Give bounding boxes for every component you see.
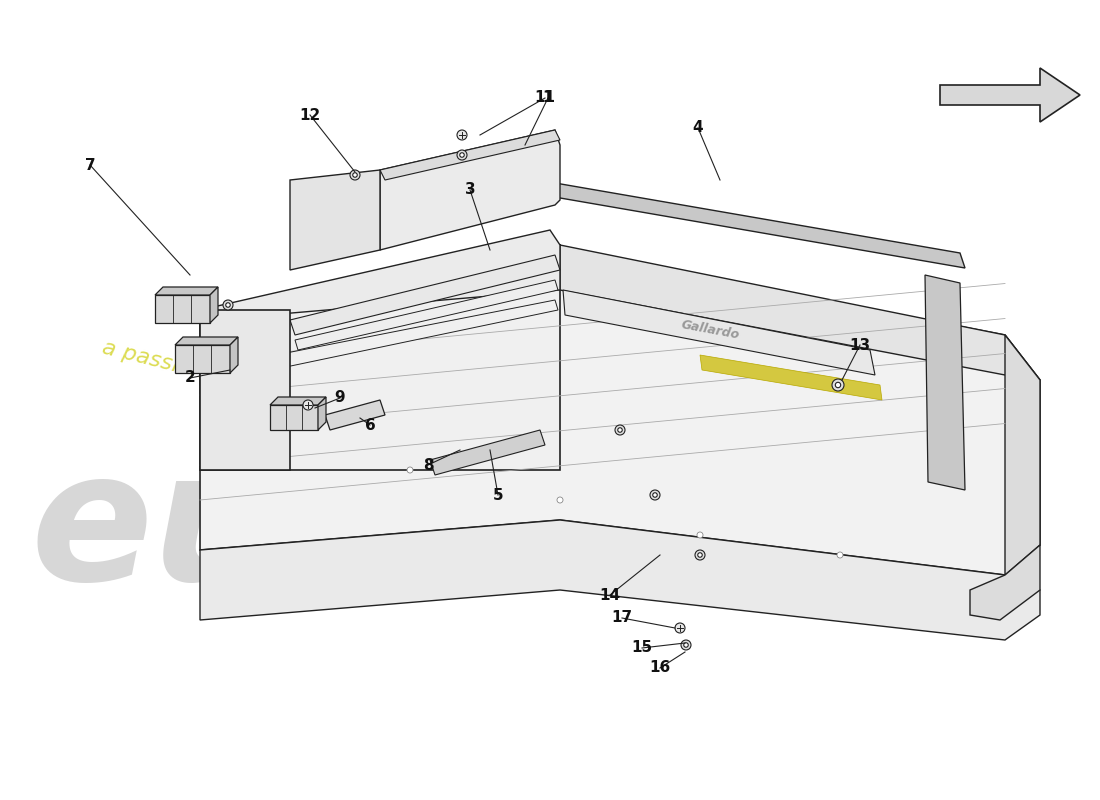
- Circle shape: [302, 400, 313, 410]
- Text: 4: 4: [693, 121, 703, 135]
- Polygon shape: [230, 337, 238, 373]
- Text: 15: 15: [631, 641, 652, 655]
- Circle shape: [652, 493, 658, 498]
- Polygon shape: [379, 130, 560, 250]
- Circle shape: [832, 379, 844, 391]
- Text: 16: 16: [649, 661, 671, 675]
- Circle shape: [675, 623, 685, 633]
- Text: 13: 13: [849, 338, 870, 353]
- Text: 5: 5: [493, 487, 504, 502]
- Polygon shape: [270, 405, 318, 430]
- Polygon shape: [200, 245, 1039, 575]
- Text: a passion for parts since 1985: a passion for parts since 1985: [100, 338, 431, 438]
- Text: 2: 2: [185, 370, 196, 386]
- Circle shape: [697, 553, 702, 558]
- Circle shape: [684, 642, 689, 647]
- Polygon shape: [318, 397, 326, 430]
- Polygon shape: [324, 400, 385, 430]
- Polygon shape: [563, 290, 874, 375]
- Circle shape: [835, 382, 840, 388]
- Polygon shape: [290, 170, 380, 270]
- Circle shape: [456, 130, 468, 140]
- Polygon shape: [379, 130, 560, 180]
- Polygon shape: [295, 280, 558, 350]
- Text: 1: 1: [542, 90, 553, 106]
- Text: carparts: carparts: [270, 418, 761, 518]
- Circle shape: [681, 640, 691, 650]
- Polygon shape: [430, 430, 544, 475]
- Polygon shape: [200, 310, 290, 470]
- Polygon shape: [175, 337, 238, 345]
- Circle shape: [407, 467, 412, 473]
- Text: 6: 6: [364, 418, 375, 433]
- Circle shape: [460, 153, 464, 158]
- Text: 8: 8: [422, 458, 433, 473]
- Polygon shape: [200, 245, 560, 470]
- Polygon shape: [925, 275, 965, 490]
- Text: 12: 12: [299, 107, 320, 122]
- Polygon shape: [200, 230, 560, 320]
- Circle shape: [618, 428, 623, 432]
- Polygon shape: [970, 545, 1040, 620]
- Text: 17: 17: [612, 610, 632, 626]
- Circle shape: [456, 150, 468, 160]
- Text: euro: euro: [30, 442, 494, 618]
- Circle shape: [837, 552, 843, 558]
- Text: Gallardo: Gallardo: [680, 318, 740, 342]
- Polygon shape: [940, 68, 1080, 122]
- Polygon shape: [700, 355, 882, 400]
- Polygon shape: [480, 170, 965, 268]
- Text: 11: 11: [535, 90, 556, 106]
- Text: 3: 3: [464, 182, 475, 198]
- Polygon shape: [200, 520, 1039, 640]
- Text: 14: 14: [600, 587, 620, 602]
- Polygon shape: [175, 345, 230, 373]
- Circle shape: [697, 532, 703, 538]
- Circle shape: [223, 300, 233, 310]
- Polygon shape: [155, 295, 210, 323]
- Circle shape: [226, 302, 230, 307]
- Polygon shape: [560, 245, 1040, 380]
- Text: 9: 9: [334, 390, 345, 406]
- Circle shape: [695, 550, 705, 560]
- Text: 7: 7: [85, 158, 96, 173]
- Polygon shape: [290, 255, 560, 335]
- Circle shape: [650, 490, 660, 500]
- Polygon shape: [155, 287, 218, 295]
- Polygon shape: [200, 300, 558, 385]
- Circle shape: [557, 497, 563, 503]
- Polygon shape: [210, 287, 218, 323]
- Circle shape: [350, 170, 360, 180]
- Circle shape: [353, 173, 358, 178]
- Polygon shape: [270, 397, 326, 405]
- Polygon shape: [1005, 335, 1040, 575]
- Circle shape: [615, 425, 625, 435]
